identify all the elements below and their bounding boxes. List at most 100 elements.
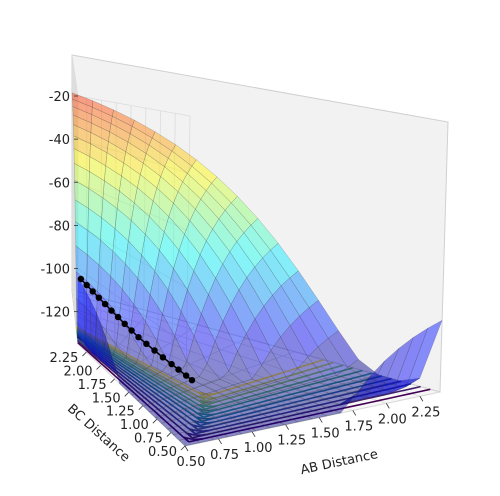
surface-patch: [200, 190, 226, 220]
y-tick-label: 0.75: [134, 432, 163, 447]
surface-patch: [178, 233, 201, 272]
surface-patch: [101, 326, 112, 370]
surface-patch: [110, 250, 126, 290]
surface-patch: [228, 350, 253, 383]
surface-patch: [238, 277, 265, 320]
y-tick-mark: [110, 378, 115, 384]
surface-patch: [229, 241, 256, 278]
y-tick-label: 1.50: [92, 391, 121, 406]
surface-patch: [250, 218, 279, 251]
y-tick-mark: [82, 351, 87, 357]
surface-patch: [76, 297, 87, 334]
surface-patch: [386, 377, 420, 387]
surface-patch: [167, 402, 187, 412]
surface-patch: [182, 173, 207, 200]
surface-patch: [191, 159, 218, 184]
surface-patch: [299, 307, 329, 348]
trajectory-point: [151, 347, 158, 354]
surface-patch: [178, 437, 200, 447]
surface-patch: [280, 277, 310, 317]
grid-line-z: [77, 181, 189, 232]
surface-patch: [276, 378, 305, 388]
surface-patch: [310, 398, 341, 408]
x-tick-label: 0.50: [177, 455, 206, 470]
surface-patch: [258, 419, 285, 429]
surface-patch: [101, 197, 118, 230]
surface-patch: [218, 209, 245, 242]
surface-patch: [149, 270, 169, 315]
contour-line: [76, 337, 402, 431]
grid-line-bc: [156, 110, 161, 420]
surface-patch: [97, 354, 108, 365]
surface-patch: [354, 377, 388, 387]
surface-patch: [243, 224, 271, 259]
floor-grid-ab: [77, 343, 186, 447]
surface-patch: [205, 431, 229, 441]
surface-patch: [214, 387, 238, 397]
surface-patch: [103, 330, 117, 356]
surface-patch: [201, 293, 224, 342]
y-tick-label: 1.25: [106, 405, 135, 420]
surface-patch: [237, 407, 262, 417]
surface-patch: [317, 337, 348, 376]
grid-line-z: [71, 136, 79, 183]
trajectory-point: [121, 320, 128, 327]
surface-patch: [199, 240, 223, 279]
surface-patch: [342, 380, 375, 390]
surface-patch: [206, 340, 230, 380]
surface-patch: [110, 115, 133, 135]
surface-patch: [145, 365, 163, 375]
surface-patch: [90, 132, 109, 154]
surface-patch: [144, 394, 161, 404]
surface-patch: [108, 131, 129, 153]
surface-patch: [218, 428, 243, 438]
surface-patch: [352, 360, 385, 402]
surface-patch: [156, 176, 179, 204]
surface-patch: [272, 407, 301, 417]
surface-patch: [98, 239, 114, 277]
surface-patch: [197, 425, 220, 435]
contour-line: [76, 339, 412, 435]
surface-patch: [101, 348, 114, 359]
surface-patch: [325, 394, 356, 414]
x-tick-mark: [419, 396, 424, 402]
surface-patch: [379, 336, 414, 396]
surface-patch: [85, 332, 96, 347]
surface-patch: [283, 395, 313, 405]
surface-patch: [75, 245, 88, 282]
trajectory-point: [143, 340, 150, 347]
surface-patch: [73, 148, 91, 173]
surface-patch: [159, 397, 178, 407]
surface-patch: [190, 419, 212, 429]
trajectory-point: [114, 313, 122, 321]
surface-patch: [347, 389, 381, 399]
surface-patch: [87, 229, 101, 266]
surface-patch: [137, 380, 153, 390]
surface-patch: [91, 106, 113, 124]
surface-patch: [193, 385, 216, 395]
surface-patch: [185, 428, 207, 438]
surface-patch: [171, 417, 192, 427]
surface-patch: [247, 413, 274, 423]
trajectory-point: [159, 354, 167, 361]
z-tick-label: -40: [49, 133, 70, 148]
surface-patch: [91, 114, 112, 133]
surface-patch: [119, 175, 138, 204]
contour-lines: [75, 326, 431, 443]
y-tick-mark: [166, 432, 172, 437]
surface-patch: [131, 383, 146, 393]
surface-patch: [237, 399, 262, 409]
surface-patch: [104, 360, 116, 370]
surface-patch: [289, 315, 319, 358]
surface-patch: [187, 270, 209, 315]
surface-patch: [339, 376, 371, 405]
surface-patch: [97, 264, 111, 304]
grid-line-z: [77, 138, 190, 174]
trajectory-point: [89, 288, 96, 295]
surface-patch: [167, 267, 188, 312]
surface-patch: [241, 378, 268, 388]
surface-patch: [149, 200, 170, 233]
surface-patch: [186, 335, 208, 378]
surface-patch: [322, 395, 354, 405]
